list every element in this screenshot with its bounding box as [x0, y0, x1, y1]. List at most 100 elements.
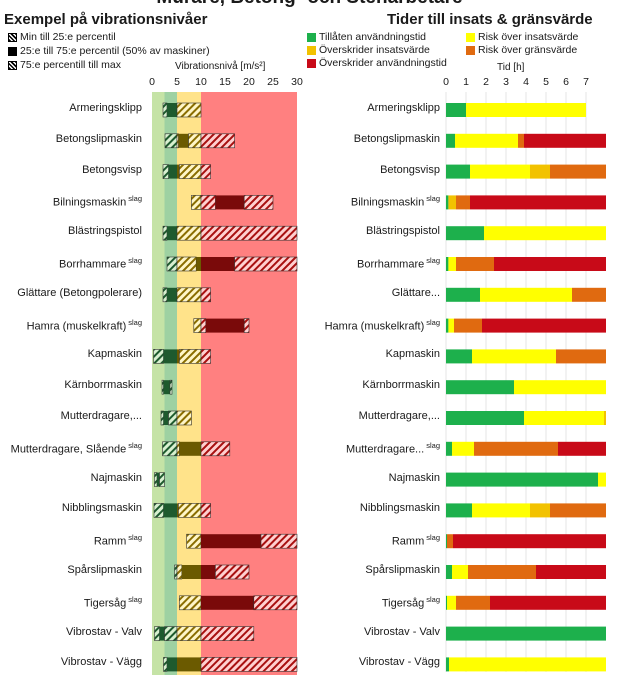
time-bar-segment-red: [453, 534, 606, 549]
slag-marker: slag: [128, 533, 142, 543]
category-label: Glättare (Betongpolerare): [17, 287, 142, 299]
category-label: Kapmaskin: [386, 348, 440, 360]
bar-hatched-segment: [153, 349, 164, 364]
legend-label: Överskrider insatsvärde: [319, 44, 430, 56]
bar-iqr-segment: [167, 287, 177, 302]
bar-hatched-segment: [200, 441, 231, 457]
category-label-text: Vibrostav - Valv: [363, 625, 440, 638]
bar-iqr-segment: [168, 164, 177, 179]
bar-iqr-segment: [177, 657, 201, 672]
bar-hatched-segment: [176, 287, 202, 303]
category-label: Kärnborrmaskin: [362, 379, 440, 391]
bar-hatched-segment: [174, 564, 178, 580]
time-bar-segment-green: [446, 287, 480, 302]
solid-box-icon: [8, 46, 17, 56]
x-tick-label: 4: [523, 76, 529, 88]
category-label-text: Mutterdragare, Slående: [10, 443, 127, 456]
category-label: Betongsvisp: [380, 164, 440, 176]
time-bar-segment-green: [446, 133, 455, 148]
category-label: Vibrostav - Vägg: [359, 656, 440, 668]
time-bar-segment-green: [446, 411, 524, 425]
slag-marker: slag: [426, 594, 440, 604]
x-tick-label: 20: [243, 76, 255, 88]
category-label-text: Borrhammare: [58, 258, 127, 271]
x-tick-label: 7: [583, 76, 589, 88]
category-label-text: Nibblingsmaskin: [61, 502, 142, 515]
category-label: Blästringspistol: [68, 225, 142, 237]
category-label-text: Kapmaskin: [385, 348, 440, 361]
bar-hatched-segment: [179, 164, 202, 179]
bar-hatched-segment: [200, 318, 207, 333]
bar-hatched-segment: [168, 410, 178, 426]
time-bar-segment-yellow: [448, 257, 456, 271]
time-bar-segment-yellow: [514, 380, 606, 395]
x-tick-label: 15: [219, 76, 231, 88]
category-label-text: Armeringsklipp: [367, 102, 440, 114]
bar-iqr-segment: [181, 565, 201, 579]
category-label-text: Hamra (muskelkraft): [26, 320, 127, 333]
category-label: Vibrostav - Vägg: [61, 656, 142, 668]
category-label-text: Vibrostav - Valv: [65, 625, 142, 638]
category-label-text: Spårslipmaskin: [67, 564, 142, 576]
bar-hatched-segment: [176, 133, 179, 149]
bar-iqr-segment: [163, 349, 177, 364]
time-bar-segment-green: [446, 226, 484, 241]
legend-label: Överskrider användningstid: [319, 57, 447, 69]
legend-item-exceeds-action: Överskrider insatsvärde: [307, 44, 430, 56]
legend-swatch: [466, 32, 475, 42]
category-label-text: Hamra (muskelkraft): [324, 320, 425, 333]
category-label-text: Nibblingsmaskin: [359, 502, 440, 515]
category-label: Vibrostav - Valv: [66, 626, 142, 638]
time-bar-segment-red: [470, 195, 606, 210]
category-label: Betongsvisp: [82, 164, 142, 176]
category-label-text: Najmaskin: [90, 471, 142, 484]
slag-marker: slag: [128, 440, 142, 450]
category-label: Mutterdragare,...: [61, 410, 142, 422]
bar-hatched-segment: [162, 164, 169, 179]
category-label: Tigersåg slag: [382, 595, 440, 610]
bar-iqr-segment: [205, 318, 245, 333]
category-label-text: Kärnborrmaskin: [64, 379, 142, 392]
category-label: Mutterdragare... slag: [346, 441, 440, 456]
category-label-text: Blästringspistol: [68, 225, 142, 238]
category-label-text: Najmaskin: [388, 471, 440, 484]
bar-iqr-segment: [178, 133, 189, 148]
category-label: Kapmaskin: [88, 348, 142, 360]
legend-label: 75:e percentill till max: [20, 59, 121, 71]
category-label-text: Betongslipmaskin: [55, 132, 142, 145]
time-bar-segment-orange2: [454, 318, 482, 333]
category-label: Betongslipmaskin: [56, 133, 142, 145]
category-label: Vibrostav - Valv: [364, 626, 440, 638]
x-tick-label: 3: [503, 76, 509, 88]
category-label-text: Vibrostav - Vägg: [60, 656, 142, 669]
bar-hatched-segment: [164, 626, 178, 641]
bar-iqr-segment: [167, 657, 177, 672]
legend-swatch: [466, 45, 475, 55]
time-bar-segment-green: [446, 195, 449, 210]
time-bar-segment-green: [446, 349, 472, 364]
time-bar-segment-green: [446, 318, 449, 333]
bar-iqr-segment: [215, 195, 245, 210]
bar-hatched-segment: [176, 564, 183, 580]
bar-hatched-segment: [161, 379, 164, 395]
category-label: Nibblingsmaskin: [360, 502, 440, 514]
time-bar-segment-green: [446, 164, 470, 179]
time-bar-segment-yellow: [452, 441, 474, 456]
legend-item-risk-limit: Risk över gränsvärde: [466, 44, 577, 56]
category-label-text: Mutterdragare...: [345, 443, 425, 456]
legend-label: Tillåten användningstid: [319, 31, 427, 43]
bar-hatched-segment: [215, 564, 250, 580]
legend-label: 25:e till 75:e percentil (50% av maskine…: [20, 45, 210, 57]
time-bar-segment-green: [446, 441, 452, 456]
category-label-text: Armeringsklipp: [69, 102, 142, 114]
category-label-text: Tigersåg: [381, 597, 425, 610]
category-label-text: Borrhammare: [356, 258, 425, 271]
time-bar-segment-yellow: [470, 164, 530, 179]
bar-hatched-segment: [164, 133, 178, 149]
bar-iqr-segment: [167, 226, 177, 241]
time-bar-segment-green: [446, 626, 606, 641]
category-label: Najmaskin: [389, 472, 440, 484]
legend-item-p75-max: 75:e percentill till max: [8, 59, 121, 71]
category-label-text: Glättare (Betongpolerare): [17, 286, 142, 299]
bar-hatched-segment: [253, 595, 298, 611]
